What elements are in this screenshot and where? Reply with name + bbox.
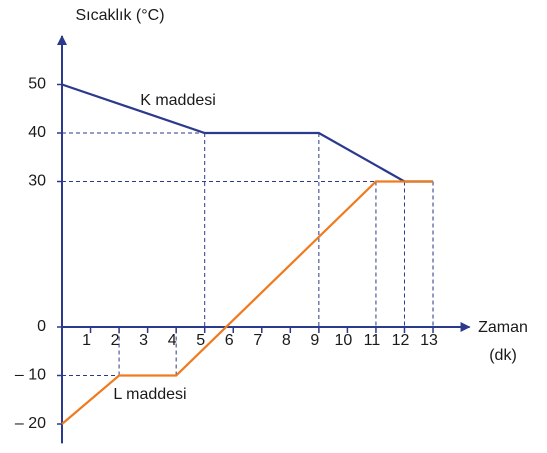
series-line <box>61 180 434 425</box>
x-tick-label: 11 <box>364 332 381 349</box>
x-tick-label: 6 <box>225 332 234 349</box>
y-tick-label: – 10 <box>15 367 46 384</box>
x-axis-label: (dk) <box>489 347 517 364</box>
y-tick-label: 50 <box>28 76 46 93</box>
series-label: K maddesi <box>140 92 216 109</box>
x-tick-label: 5 <box>196 332 205 349</box>
x-tick-label: 10 <box>335 332 353 349</box>
y-tick-label: 0 <box>37 318 46 335</box>
x-axis-label: Zaman <box>478 319 528 336</box>
series-line <box>61 83 434 183</box>
x-tick-label: 12 <box>392 332 410 349</box>
series-label: L maddesi <box>113 386 186 403</box>
y-tick-label: – 20 <box>15 415 46 432</box>
y-tick-label: 30 <box>28 173 46 190</box>
x-tick-label: 7 <box>253 332 262 349</box>
y-tick-label: 40 <box>28 124 46 141</box>
x-tick-label: 2 <box>111 332 120 349</box>
x-tick-label: 9 <box>310 332 319 349</box>
x-tick-label: 4 <box>168 332 177 349</box>
x-tick-label: 3 <box>139 332 148 349</box>
x-tick-label: 8 <box>282 332 291 349</box>
x-tick-label: 1 <box>82 332 91 349</box>
x-tick-label: 13 <box>420 332 438 349</box>
y-axis-label: Sıcaklık (°C) <box>75 7 164 24</box>
